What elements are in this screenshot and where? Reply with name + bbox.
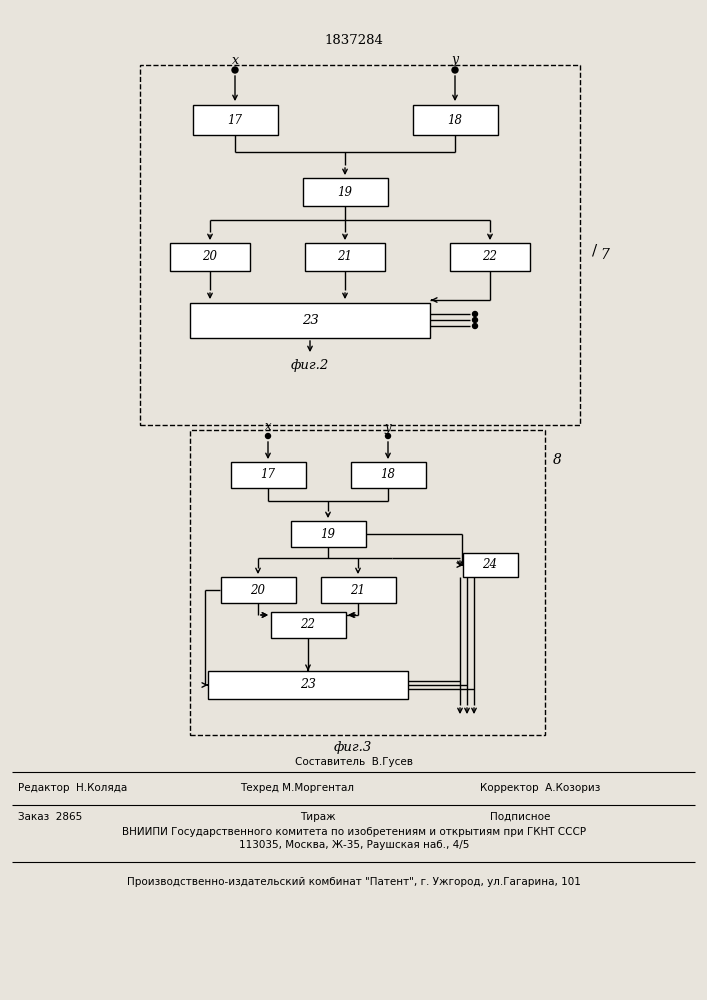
Circle shape	[472, 318, 477, 322]
Text: Заказ  2865: Заказ 2865	[18, 812, 82, 822]
Text: Редактор  Н.Коляда: Редактор Н.Коляда	[18, 783, 127, 793]
Text: 21: 21	[337, 250, 353, 263]
Text: /: /	[592, 243, 597, 257]
Text: фиг.2: фиг.2	[291, 359, 329, 371]
Bar	[170, 243, 250, 271]
Text: 22: 22	[300, 618, 315, 632]
Text: Техред М.Моргентал: Техред М.Моргентал	[240, 783, 354, 793]
Bar	[190, 302, 430, 338]
Text: 7: 7	[600, 248, 609, 262]
Text: 18: 18	[380, 468, 395, 482]
Bar	[412, 105, 498, 135]
Bar	[320, 577, 395, 603]
Text: x: x	[231, 53, 238, 66]
Circle shape	[472, 312, 477, 316]
Circle shape	[232, 67, 238, 73]
Bar	[291, 521, 366, 547]
Text: 19: 19	[320, 528, 336, 540]
Text: ВНИИПИ Государственного комитета по изобретениям и открытиям при ГКНТ СССР: ВНИИПИ Государственного комитета по изоб…	[122, 827, 586, 837]
Text: 113035, Москва, Ж-35, Раушская наб., 4/5: 113035, Москва, Ж-35, Раушская наб., 4/5	[239, 840, 469, 850]
Text: 8: 8	[553, 453, 562, 467]
Text: 1837284: 1837284	[325, 33, 383, 46]
Text: 22: 22	[482, 250, 498, 263]
Text: 21: 21	[351, 584, 366, 596]
Text: y: y	[385, 420, 391, 434]
Text: x: x	[264, 420, 271, 434]
Text: Производственно-издательский комбинат "Патент", г. Ужгород, ул.Гагарина, 101: Производственно-издательский комбинат "П…	[127, 877, 581, 887]
Text: 24: 24	[482, 558, 498, 572]
Circle shape	[385, 434, 390, 438]
Bar	[303, 178, 387, 206]
Bar	[230, 462, 305, 488]
Text: Составитель  В.Гусев: Составитель В.Гусев	[295, 757, 413, 767]
Circle shape	[452, 67, 458, 73]
Bar	[140, 65, 580, 425]
Text: фиг.3: фиг.3	[334, 740, 372, 754]
Bar	[221, 577, 296, 603]
Bar	[190, 430, 545, 735]
Text: 23: 23	[300, 678, 316, 692]
Text: Тираж: Тираж	[300, 812, 336, 822]
Text: 18: 18	[448, 113, 462, 126]
Text: Подписное: Подписное	[490, 812, 550, 822]
Bar	[271, 612, 346, 638]
Circle shape	[266, 434, 271, 438]
Text: 17: 17	[228, 113, 243, 126]
Text: Корректор  А.Козориз: Корректор А.Козориз	[480, 783, 600, 793]
Bar	[305, 243, 385, 271]
Bar	[208, 671, 408, 699]
Text: 17: 17	[260, 468, 276, 482]
Text: 23: 23	[302, 314, 318, 326]
Text: y: y	[452, 53, 459, 66]
Text: 19: 19	[337, 186, 353, 198]
Bar	[462, 553, 518, 577]
Bar	[450, 243, 530, 271]
Bar	[192, 105, 278, 135]
Text: 20: 20	[202, 250, 218, 263]
Circle shape	[472, 324, 477, 328]
Text: 20: 20	[250, 584, 266, 596]
Bar	[351, 462, 426, 488]
